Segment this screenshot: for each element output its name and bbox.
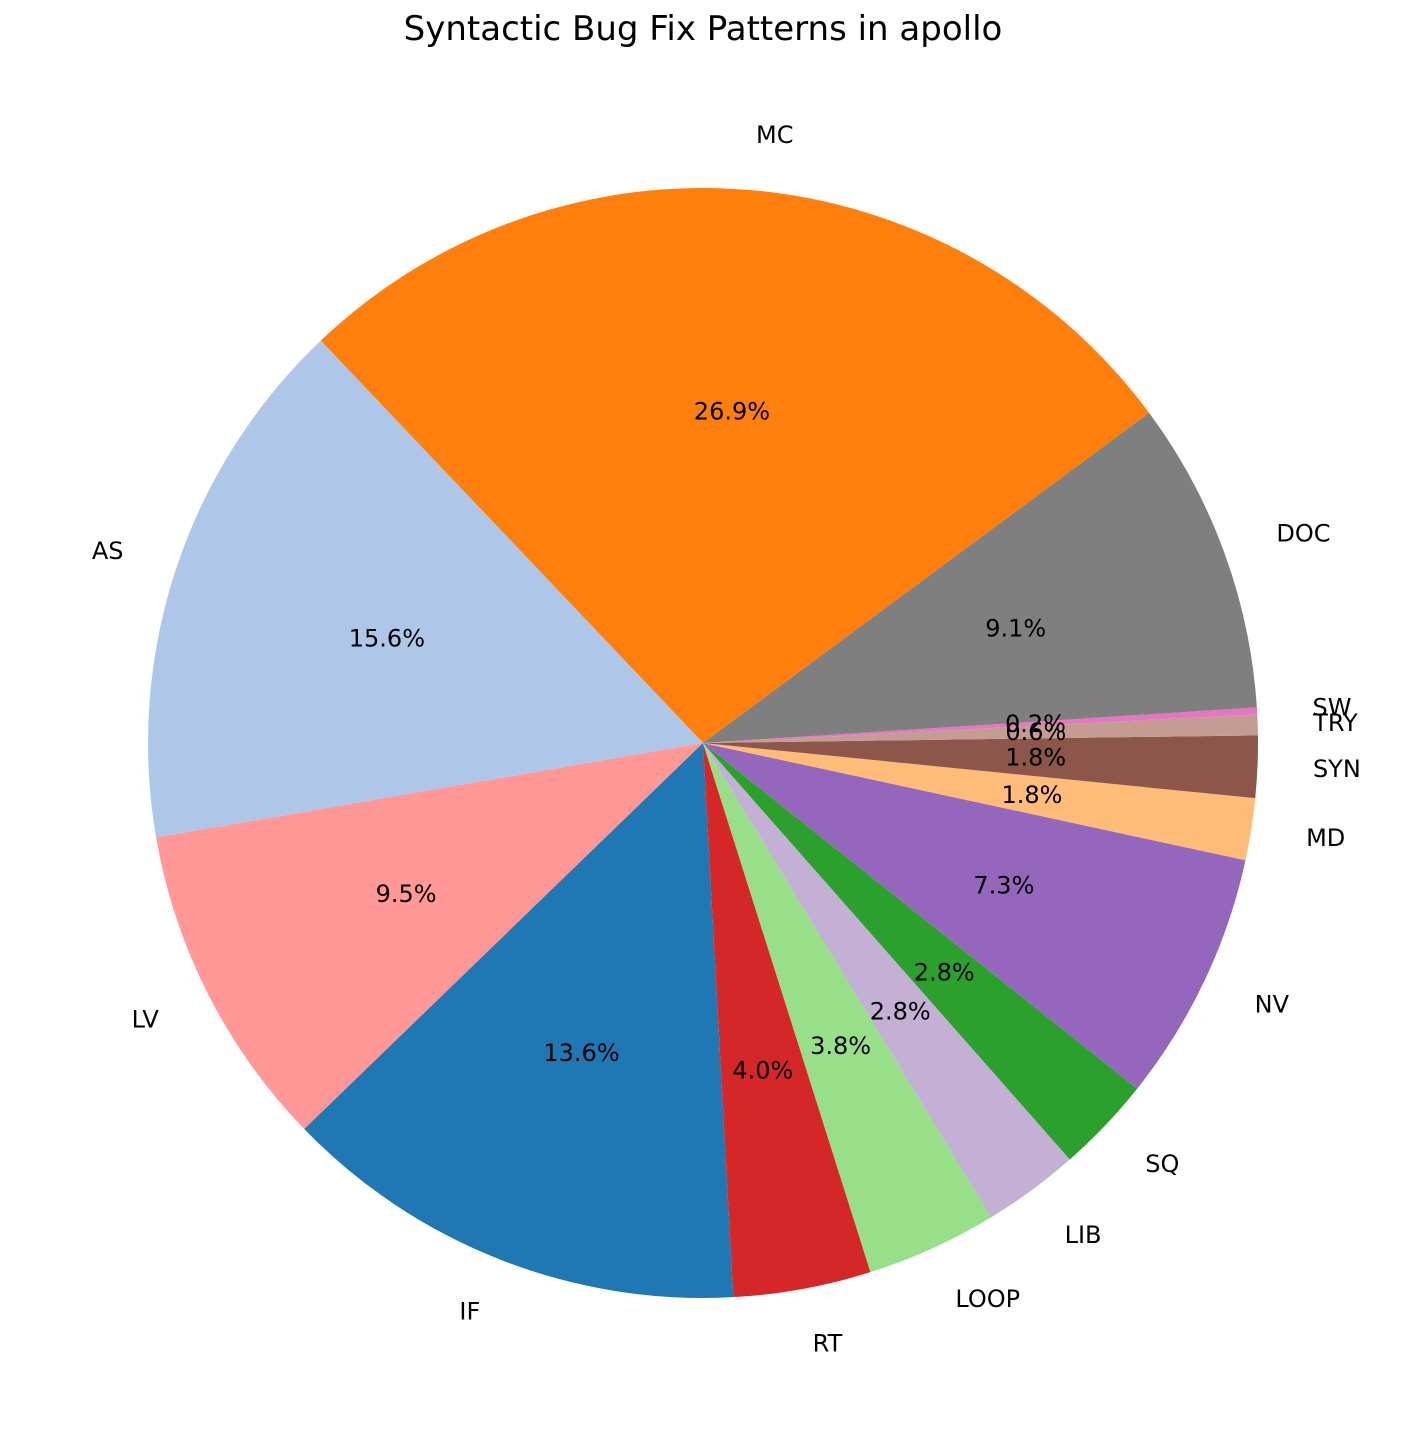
- slice-label-rt: RT: [813, 1330, 843, 1358]
- slice-label-lib: LIB: [1065, 1221, 1102, 1249]
- slice-loop: [703, 743, 992, 1273]
- slice-mc: [320, 187, 1150, 743]
- slice-label-as: AS: [92, 537, 124, 565]
- slice-label-syn: SYN: [1313, 755, 1361, 783]
- pct-label-sq: 2.8%: [914, 959, 975, 987]
- pct-label-if: 13.6%: [543, 1039, 619, 1067]
- slice-lib: [703, 743, 1070, 1218]
- slice-label-if: IF: [459, 1297, 480, 1325]
- slice-try: [703, 714, 1258, 743]
- slice-label-loop: LOOP: [955, 1285, 1020, 1313]
- pct-label-as: 15.6%: [349, 624, 425, 652]
- pct-label-md: 1.8%: [1001, 781, 1062, 809]
- slice-sq: [703, 743, 1138, 1160]
- pct-label-rt: 4.0%: [732, 1057, 793, 1085]
- slice-label-sw: SW: [1312, 694, 1351, 722]
- slice-md: [703, 743, 1256, 861]
- slice-as: [148, 340, 703, 838]
- slice-nv: [703, 743, 1246, 1089]
- chart-title: Syntactic Bug Fix Patterns in apollo: [404, 9, 1003, 49]
- slice-rt: [703, 743, 871, 1298]
- pct-label-try: 0.6%: [1005, 718, 1066, 746]
- slice-syn: [703, 735, 1258, 799]
- slice-label-lv: LV: [132, 1006, 160, 1034]
- slice-label-doc: DOC: [1276, 519, 1330, 547]
- slice-label-try: TRY: [1312, 709, 1358, 737]
- slice-doc: [703, 412, 1257, 743]
- pct-label-nv: 7.3%: [973, 872, 1034, 900]
- pct-label-syn: 1.8%: [1005, 743, 1066, 771]
- slice-label-sq: SQ: [1145, 1150, 1179, 1178]
- pct-label-loop: 3.8%: [810, 1032, 871, 1060]
- slice-label-nv: NV: [1255, 991, 1290, 1019]
- slice-if: [304, 743, 734, 1298]
- pct-label-lib: 2.8%: [870, 997, 931, 1025]
- slice-label-md: MD: [1306, 824, 1345, 852]
- slice-label-mc: MC: [756, 121, 793, 149]
- pct-label-mc: 26.9%: [694, 397, 770, 425]
- pct-label-lv: 9.5%: [376, 880, 437, 908]
- pie-slices: [148, 187, 1258, 1298]
- pie-labels: MC 26.9% AS 15.6% LV 9.5% IF 13.6% RT 4.0% LOOP 3.8…: [92, 121, 1361, 1358]
- slice-sw: [703, 707, 1258, 743]
- slice-lv: [156, 743, 704, 1130]
- pct-label-doc: 9.1%: [985, 615, 1046, 643]
- pct-label-sw: 0.2%: [1005, 710, 1066, 738]
